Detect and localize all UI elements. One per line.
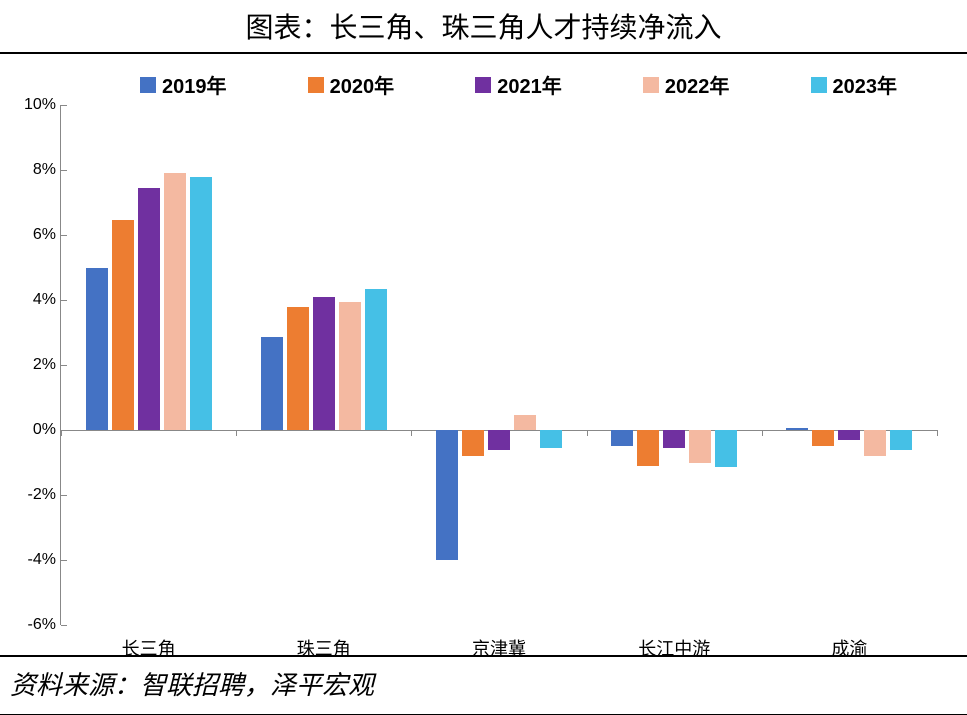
y-tick-label: 10% <box>24 96 56 114</box>
x-tick-mark <box>587 430 588 436</box>
bar <box>663 430 685 448</box>
bar-groups <box>61 105 937 625</box>
bar <box>261 337 283 430</box>
bar-group <box>61 105 236 625</box>
legend-label: 2021年 <box>497 70 562 99</box>
bar <box>864 430 886 456</box>
y-tick-label: -6% <box>28 616 56 634</box>
y-tick-label: 0% <box>33 421 56 439</box>
y-tick-label: 6% <box>33 226 56 244</box>
y-tick-mark <box>61 495 67 496</box>
x-tick-mark <box>937 430 938 436</box>
y-tick-mark <box>61 625 67 626</box>
bar <box>164 173 186 430</box>
y-tick-mark <box>61 300 67 301</box>
bar <box>313 297 335 430</box>
bar <box>890 430 912 450</box>
chart-title: 图表：长三角、珠三角人才持续净流入 <box>0 0 967 54</box>
y-axis-ticks: -6%-4%-2%0%2%4%6%8%10% <box>10 105 60 625</box>
legend-label: 2019年 <box>162 70 227 99</box>
y-tick-mark <box>61 170 67 171</box>
legend-swatch <box>308 77 324 93</box>
bar <box>637 430 659 466</box>
bar <box>689 430 711 463</box>
bar <box>287 307 309 431</box>
bar <box>138 188 160 430</box>
bar <box>462 430 484 456</box>
bar <box>365 289 387 430</box>
y-tick-label: 8% <box>33 161 56 179</box>
legend-swatch <box>811 77 827 93</box>
legend-swatch <box>140 77 156 93</box>
source-text: 资料来源：智联招聘，泽平宏观 <box>0 655 967 715</box>
y-tick-mark <box>61 365 67 366</box>
bars <box>86 105 212 625</box>
x-tick-mark <box>762 430 763 436</box>
x-tick-mark <box>236 430 237 436</box>
bar <box>86 268 108 431</box>
plot-area: -6%-4%-2%0%2%4%6%8%10% 长三角珠三角京津冀长江中游成渝 <box>60 105 937 625</box>
y-tick-mark <box>61 235 67 236</box>
bar <box>488 430 510 450</box>
bars <box>436 105 562 625</box>
chart-area: 2019年2020年2021年2022年2023年 -6%-4%-2%0%2%4… <box>0 54 967 644</box>
bar <box>611 430 633 446</box>
bar <box>339 302 361 430</box>
y-tick-label: 4% <box>33 291 56 309</box>
legend-item: 2019年 <box>140 70 227 99</box>
legend-item: 2023年 <box>811 70 898 99</box>
bar <box>838 430 860 440</box>
bar-group <box>762 105 937 625</box>
bar <box>786 428 808 430</box>
y-tick-mark <box>61 560 67 561</box>
bar-group <box>587 105 762 625</box>
legend-swatch <box>475 77 491 93</box>
plot-inner: 长三角珠三角京津冀长江中游成渝 <box>60 105 937 625</box>
bar <box>514 415 536 430</box>
legend-swatch <box>643 77 659 93</box>
y-tick-label: -2% <box>28 486 56 504</box>
bars <box>786 105 912 625</box>
bar <box>715 430 737 467</box>
bar-group <box>236 105 411 625</box>
bars <box>611 105 737 625</box>
x-tick-mark <box>411 430 412 436</box>
bar <box>540 430 562 448</box>
y-tick-mark <box>61 105 67 106</box>
bar <box>112 220 134 430</box>
y-tick-label: 2% <box>33 356 56 374</box>
bar <box>436 430 458 560</box>
legend-item: 2021年 <box>475 70 562 99</box>
y-tick-label: -4% <box>28 551 56 569</box>
legend: 2019年 2020年 2021年 2022年 2023年 <box>60 64 937 105</box>
legend-label: 2022年 <box>665 70 730 99</box>
legend-label: 2020年 <box>330 70 395 99</box>
bars <box>261 105 387 625</box>
legend-item: 2020年 <box>308 70 395 99</box>
bar <box>812 430 834 446</box>
bar-group <box>411 105 586 625</box>
legend-label: 2023年 <box>833 70 898 99</box>
x-tick-mark <box>61 430 62 436</box>
bar <box>190 177 212 431</box>
legend-item: 2022年 <box>643 70 730 99</box>
